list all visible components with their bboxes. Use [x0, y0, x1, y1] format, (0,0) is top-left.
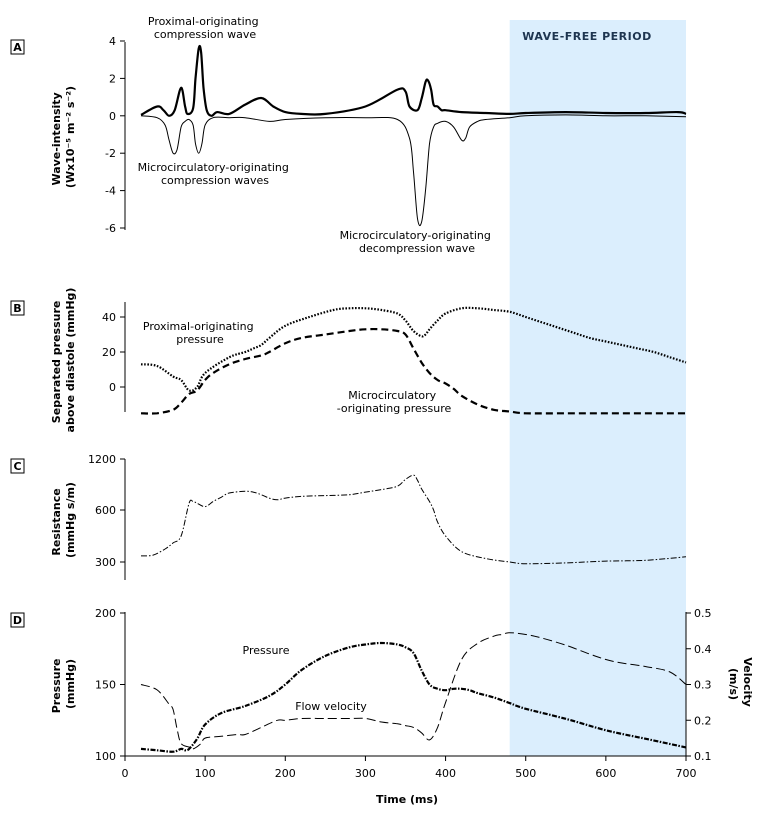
- x-tick-label: 600: [595, 767, 616, 780]
- y-tick-label: 0.4: [694, 643, 712, 656]
- y-tick-label: 20: [102, 346, 116, 359]
- panel-d-y-ticks: 200 150 100: [95, 607, 125, 763]
- panel-b-letter: B: [13, 302, 21, 315]
- x-tick-label: 100: [195, 767, 216, 780]
- panel-a-ylabel: Wave-intensity (Wx10⁻⁵ m⁻² s⁻²): [50, 86, 77, 188]
- panel-d-right-y-ticks: 0.5 0.4 0.3 0.2 0.1: [686, 607, 712, 763]
- x-tick-label: 700: [676, 767, 697, 780]
- panel-a: A 4 2 0 -2 -4 -6 Wave-intensity (Wx10⁻⁵ m⁻² s…: [10, 15, 687, 255]
- proximal-pressure-label: Proximal-originating pressure: [143, 320, 257, 346]
- panel-a-letter: A: [13, 41, 22, 54]
- resistance-line: [140, 474, 687, 565]
- x-tick-label: 300: [355, 767, 376, 780]
- x-tick-label: 500: [515, 767, 536, 780]
- microcirculatory-decompression-wave-label: Microcirculatory-originating decompressi…: [340, 229, 495, 255]
- x-tick-label: 0: [122, 767, 129, 780]
- y-tick-label: 200: [95, 607, 116, 620]
- wave-free-period-band: [509, 20, 686, 756]
- x-axis-label: Time (ms): [376, 793, 438, 806]
- pressure-line: [140, 641, 687, 753]
- panel-d: D 200 150 100 0.5 0.4 0.3 0.2 0.1 0 100 200 300 40…: [10, 607, 754, 806]
- y-tick-label: 0.2: [694, 714, 712, 727]
- panel-a-y-ticks: 4 2 0 -2 -4 -6: [105, 35, 125, 235]
- microcirculatory-pressure-label: Microcirculatory -originating pressure: [337, 389, 452, 415]
- panel-b-y-ticks: 40 20 0: [102, 311, 125, 394]
- y-tick-label: -6: [105, 222, 116, 235]
- y-tick-label: 100: [95, 750, 116, 763]
- microcirculatory-compression-waves-label: Microcirculatory-originating compression…: [138, 161, 293, 187]
- flow-velocity-label: Flow velocity: [295, 700, 367, 713]
- x-tick-label: 400: [435, 767, 456, 780]
- panel-c-y-ticks: 1200 600 300: [88, 453, 125, 569]
- panel-b: B 40 20 0 Separated pressure above diastol…: [10, 288, 687, 433]
- proximal-compression-wave-label: Proximal-originating compression wave: [148, 15, 262, 41]
- y-tick-label: 4: [109, 35, 116, 48]
- wave-free-period-label: WAVE-FREE PERIOD: [522, 30, 651, 43]
- y-tick-label: 0.1: [694, 750, 712, 763]
- x-axis-ticks: 0 100 200 300 400 500 600 700: [122, 756, 697, 780]
- y-tick-label: 40: [102, 311, 116, 324]
- x-tick-label: 200: [275, 767, 296, 780]
- panel-d-ylabel: Pressure (mmHg): [50, 655, 77, 714]
- microcirculatory-pressure-line: [140, 327, 686, 415]
- panel-d-letter: D: [13, 614, 22, 627]
- backward-wave-intensity-line: [140, 114, 687, 227]
- y-tick-label: 150: [95, 679, 116, 692]
- y-tick-label: 1200: [88, 453, 116, 466]
- forward-wave-intensity-line: [140, 44, 687, 117]
- y-tick-label: 0.3: [694, 679, 712, 692]
- panel-c-letter: C: [13, 460, 21, 473]
- y-tick-label: -2: [105, 147, 116, 160]
- pressure-label: Pressure: [243, 644, 290, 657]
- panel-c: C 1200 600 300 Resistance (mmHg s/m): [10, 453, 687, 580]
- panel-d-right-ylabel: Velocity (m/s): [727, 657, 754, 710]
- y-tick-label: 0.5: [694, 607, 712, 620]
- y-tick-label: -4: [105, 185, 116, 198]
- panel-c-ylabel: Resistance (mmHg s/m): [50, 482, 77, 558]
- proximal-pressure-line: [140, 306, 687, 392]
- y-tick-label: 0: [109, 110, 116, 123]
- y-tick-label: 600: [95, 504, 116, 517]
- y-tick-label: 2: [109, 72, 116, 85]
- y-tick-label: 0: [109, 381, 116, 394]
- y-tick-label: 300: [95, 556, 116, 569]
- panel-b-ylabel: Separated pressure above diastole (mmHg): [50, 288, 77, 433]
